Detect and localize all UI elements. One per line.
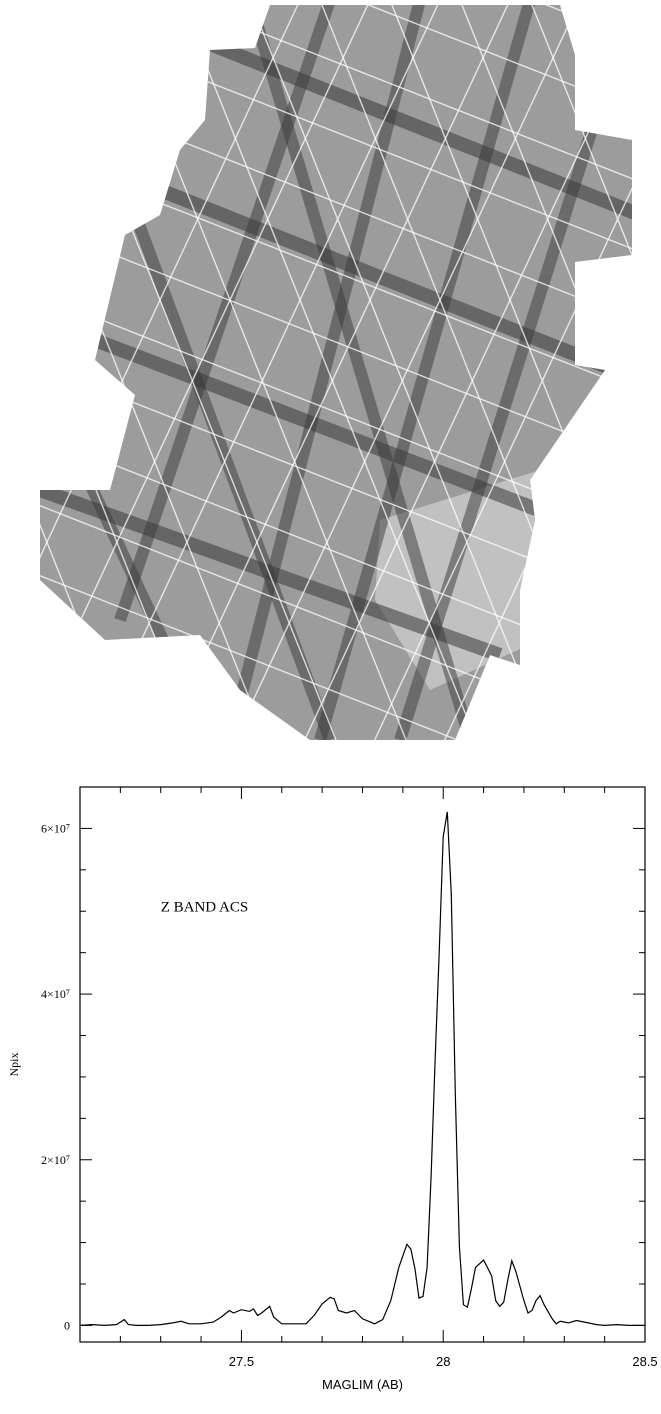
mosaic-dark-strips [40,5,632,740]
plot-frame [79,786,646,1343]
mosaic-white-line [369,5,632,740]
mosaic-dark-strip [224,5,426,740]
mosaic-white-line [40,5,632,191]
y-tick-label: 6×10⁷ [41,821,70,835]
mosaic-white-line [40,5,271,740]
mosaic-white-line [229,5,581,740]
maglim-histogram-chart: 27.5 28 28.5 0 2×10⁷ 4×10⁷ 6×10⁷ Z BAND ACS MA… [0,750,661,1409]
y-axis-label: Npix [7,1053,21,1077]
mosaic-field [0,0,661,750]
mosaic-dark-strip [157,183,632,387]
mosaic-light-region [375,470,540,690]
mosaic-dark-strip [314,5,536,740]
mosaic-white-line [0,0,20,750]
y-tick-label: 4×10⁷ [41,987,70,1001]
chart-annotation: Z BAND ACS [161,899,249,915]
series-line-npix [79,811,645,1327]
x-tick-label: 28.5 [632,1354,657,1369]
mosaic-white-line [40,5,301,740]
mosaic-white-line [650,0,661,750]
mosaic-white-line [40,5,632,121]
y-tick-label: 2×10⁷ [41,1153,70,1167]
exposure-mosaic-image [0,0,661,750]
mosaic-white-line [179,5,481,740]
mosaic-white-line [249,5,551,740]
mosaic-white-line [89,5,441,740]
mosaic-white-line [40,5,61,740]
mosaic-white-line [40,5,632,51]
mosaic-white-line [159,5,511,740]
mosaic-svg [0,0,661,750]
mosaic-dark-strip [244,5,476,740]
x-axis-label: MAGLIM (AB) [322,1377,403,1392]
y-tick-label: 0 [64,1318,70,1332]
mosaic-white-line [40,559,632,740]
mosaic-white-line [40,5,91,740]
mosaic-white-line [389,5,632,740]
x-tick-label: 28 [436,1354,450,1369]
tick-labels: 27.5 28 28.5 0 2×10⁷ 4×10⁷ 6×10⁷ [41,821,658,1369]
x-tick-label: 27.5 [229,1354,254,1369]
axis-ticks [79,786,646,1342]
mosaic-white-line [599,5,632,740]
mosaic-dark-strip [124,197,336,740]
chart-svg: 27.5 28 28.5 0 2×10⁷ 4×10⁷ 6×10⁷ Z BAND ACS MA… [7,786,658,1392]
